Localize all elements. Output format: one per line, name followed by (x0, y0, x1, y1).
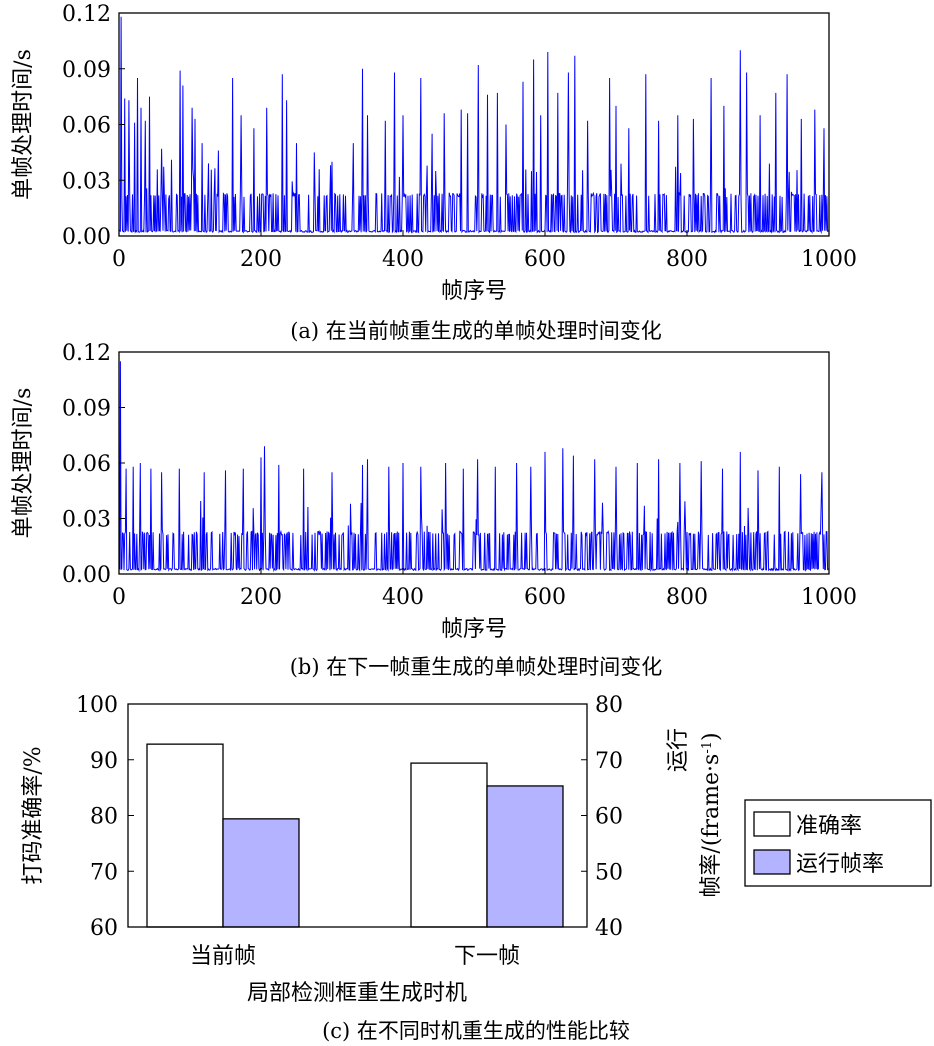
data-series-line (118, 16, 830, 235)
y-right-tick-label: 80 (595, 693, 623, 718)
y-right-axis-label-line1: 运行 (666, 728, 691, 772)
y-tick-label: 80 (90, 805, 118, 830)
y-tick-label: 0.09 (62, 397, 111, 422)
bar-accuracy (146, 743, 224, 928)
y-tick-label: 0.06 (62, 452, 111, 477)
y-tick-label: 0.06 (62, 114, 111, 139)
y-right-axis-label-line2: 帧率/(frame·s-1) (699, 732, 724, 897)
label-part: ) (699, 732, 724, 741)
x-tick-label: 200 (240, 585, 282, 610)
x-tick-label: 1000 (801, 247, 857, 272)
bar-accuracy (410, 762, 488, 928)
x-tick-label: 400 (382, 585, 424, 610)
category-label: 当前帧 (190, 944, 256, 969)
y-right-tick-label: 60 (595, 805, 623, 830)
x-tick-label: 200 (240, 247, 282, 272)
label-part: -1 (700, 741, 715, 754)
y-tick-label: 60 (90, 916, 118, 941)
x-tick-label: 800 (666, 585, 708, 610)
y-axis-label: 单帧处理时间/s (11, 388, 36, 539)
y-right-tick-label: 50 (595, 860, 623, 885)
x-axis-label: 局部检测框重生成时机 (247, 981, 467, 1006)
caption: (a) 在当前帧重生成的单帧处理时间变化 (290, 319, 662, 343)
y-right-tick-label: 40 (595, 916, 623, 941)
y-tick-label: 0.12 (62, 341, 111, 366)
caption: (b) 在下一帧重生成的单帧处理时间变化 (290, 655, 663, 679)
category-label: 下一帧 (454, 944, 520, 969)
y-tick-label: 0.03 (62, 169, 111, 194)
legend-label: 准确率 (796, 814, 862, 839)
x-tick-label: 0 (112, 247, 126, 272)
legend-label: 运行帧率 (796, 852, 884, 877)
y-tick-label: 0.00 (62, 225, 111, 250)
y-tick-label: 70 (90, 860, 118, 885)
line-chart-a: 0 200 400 600 800 1000 0.00 0.03 0.06 0.09 0.12 帧序号… (11, 2, 857, 343)
y-tick-label: 0.12 (62, 2, 111, 27)
legend-swatch (753, 849, 791, 875)
y-tick-label: 0.03 (62, 508, 111, 533)
caption: (c) 在不同时机重生成的性能比较 (322, 1019, 630, 1043)
x-axis-label: 帧序号 (441, 617, 507, 642)
bar-frame-rate (486, 785, 564, 928)
x-tick-label: 600 (524, 585, 566, 610)
y-tick-label: 0.00 (62, 563, 111, 588)
y-right-tick-label: 70 (595, 749, 623, 774)
legend-swatch (753, 811, 791, 837)
y-tick-label: 100 (76, 693, 118, 718)
y-tick-label: 0.09 (62, 58, 111, 83)
y-tick-label: 90 (90, 749, 118, 774)
label-part: 帧率/(frame·s (699, 754, 724, 898)
x-tick-label: 800 (666, 247, 708, 272)
bar-frame-rate (222, 818, 300, 928)
x-tick-label: 400 (382, 247, 424, 272)
y-axis-label: 打码准确率/% (21, 746, 46, 884)
line-chart-b: 0 200 400 600 800 1000 0.00 0.03 0.06 0.09 0.12 帧序号… (11, 341, 857, 679)
x-axis-label: 帧序号 (441, 279, 507, 304)
x-tick-label: 1000 (801, 585, 857, 610)
x-tick-label: 0 (112, 585, 126, 610)
data-series-line (118, 361, 830, 573)
x-tick-label: 600 (524, 247, 566, 272)
y-axis-label: 单帧处理时间/s (11, 49, 36, 200)
